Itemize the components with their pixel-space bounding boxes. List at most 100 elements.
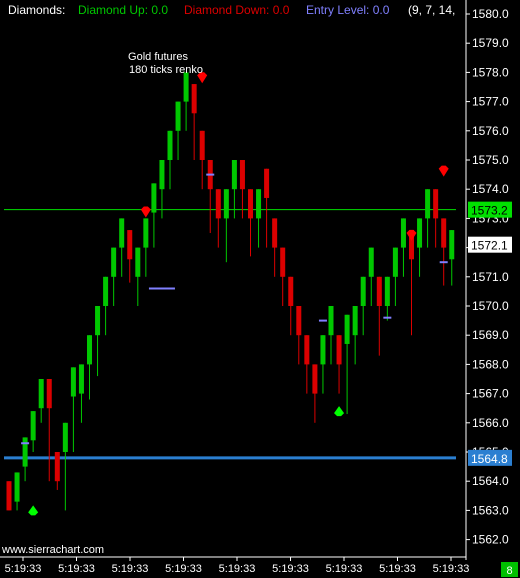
up-candle (183, 72, 189, 102)
up-candle (328, 306, 334, 336)
up-candle (22, 437, 28, 467)
up-candle (87, 335, 92, 365)
up-candle (14, 472, 20, 502)
price-label-bg (468, 236, 512, 253)
x-tick-label: 5:19:33 (433, 563, 470, 575)
x-tick-label: 5:19:33 (112, 563, 149, 575)
y-tick-label: 1579.0 (472, 36, 509, 50)
up-candle (103, 276, 109, 306)
up-candle (449, 230, 455, 260)
up-candle (320, 335, 326, 365)
up-diamond-marker (334, 406, 345, 417)
x-tick-label: 5:19:33 (326, 563, 363, 575)
horizontal-lines (4, 209, 456, 460)
up-candle (38, 379, 44, 409)
down-diamond-marker (140, 206, 151, 218)
down-candle (191, 84, 197, 114)
up-candle (400, 218, 406, 248)
y-tick-label: 1571.0 (472, 270, 509, 284)
price-label-bg (468, 201, 512, 218)
down-candle (6, 481, 12, 511)
down-candle (376, 276, 382, 306)
down-candle (288, 276, 294, 306)
study-params: (9, 7, 14, (408, 3, 455, 17)
down-candle (304, 335, 310, 365)
up-candle (167, 130, 173, 160)
up-candle (62, 422, 68, 452)
up-candle (70, 367, 76, 397)
up-candle (392, 247, 398, 277)
up-candle (95, 306, 101, 336)
x-axis[interactable]: 5:19:33 5:19:33 5:19:33 5:19:33 5:19:33 5:19:… (5, 557, 470, 575)
down-candle (441, 218, 447, 248)
up-candle (368, 247, 374, 277)
down-candle (312, 364, 318, 394)
x-tick-label: 5:19:33 (5, 563, 42, 575)
x-tick-label: 5:19:33 (58, 563, 95, 575)
y-tick-label: 1564.0 (472, 474, 509, 488)
down-diamond-marker (406, 229, 417, 241)
y-tick-label: 1567.0 (472, 387, 509, 401)
up-candle (417, 218, 423, 248)
down-candle (127, 230, 133, 260)
annotation-line-2: 180 ticks renko (129, 64, 203, 76)
up-candle (111, 247, 117, 277)
down-diamond-marker (438, 165, 449, 177)
up-candle (256, 189, 262, 219)
down-diamond-marker (197, 72, 208, 84)
up-candle (151, 183, 157, 213)
down-candle (239, 160, 245, 190)
study-name: Diamonds: (8, 3, 65, 17)
y-tick-label: 1569.0 (472, 328, 509, 342)
entry-level-value: Entry Level: 0.0 (306, 3, 390, 17)
y-tick-label: 1578.0 (472, 65, 509, 79)
y-tick-label: 1568.0 (472, 357, 509, 371)
up-candle (384, 276, 390, 306)
y-tick-label: 1563.0 (472, 503, 509, 517)
price-labels: 1573.2 1572.1 1564.8 (468, 201, 512, 466)
annotation-line-1: Gold futures (128, 51, 188, 63)
y-tick-label: 1580.0 (472, 7, 509, 21)
x-tick-label: 5:19:33 (165, 563, 202, 575)
up-candle (143, 218, 149, 248)
entry-markers (21, 173, 448, 445)
x-tick-label: 5:19:33 (219, 563, 256, 575)
up-candle (223, 189, 229, 219)
down-candle (248, 189, 253, 219)
diamond-up-value: Diamond Up: 0.0 (78, 3, 168, 17)
y-tick-label: 1574.0 (472, 182, 509, 196)
up-candle (78, 364, 84, 394)
y-tick-label: 1562.0 (472, 533, 509, 547)
up-diamond-marker (28, 505, 39, 516)
down-candle (272, 218, 278, 248)
bar-count-badge-bg (501, 562, 518, 577)
x-tick-label: 5:19:33 (272, 563, 309, 575)
price-label-bg (468, 449, 512, 466)
y-tick-label: 1577.0 (472, 95, 509, 109)
up-candle (175, 101, 181, 131)
up-candle (425, 189, 431, 219)
price-label: 1572.1 (471, 239, 508, 253)
up-candle (231, 160, 237, 190)
bar-count-badge: 8 (506, 565, 512, 577)
y-tick-label: 1570.0 (472, 299, 509, 313)
down-candle (54, 452, 60, 482)
up-candle (30, 411, 36, 441)
down-candle (280, 247, 286, 277)
down-candle (46, 379, 52, 409)
diamond-markers (28, 72, 449, 516)
diamond-down-value: Diamond Down: 0.0 (184, 3, 290, 17)
y-tick-label: 1566.0 (472, 416, 509, 430)
up-candle (135, 247, 141, 277)
down-candle (199, 130, 205, 160)
y-tick-label: 1576.0 (472, 124, 509, 138)
up-candle (344, 314, 350, 344)
down-candle (264, 168, 270, 198)
x-tick-label: 5:19:33 (379, 563, 416, 575)
y-tick-label: 1575.0 (472, 153, 509, 167)
study-header: Diamonds: Diamond Up: 0.0 Diamond Down: … (8, 3, 455, 17)
up-candle (159, 160, 165, 190)
watermark: www.sierrachart.com (1, 544, 104, 556)
